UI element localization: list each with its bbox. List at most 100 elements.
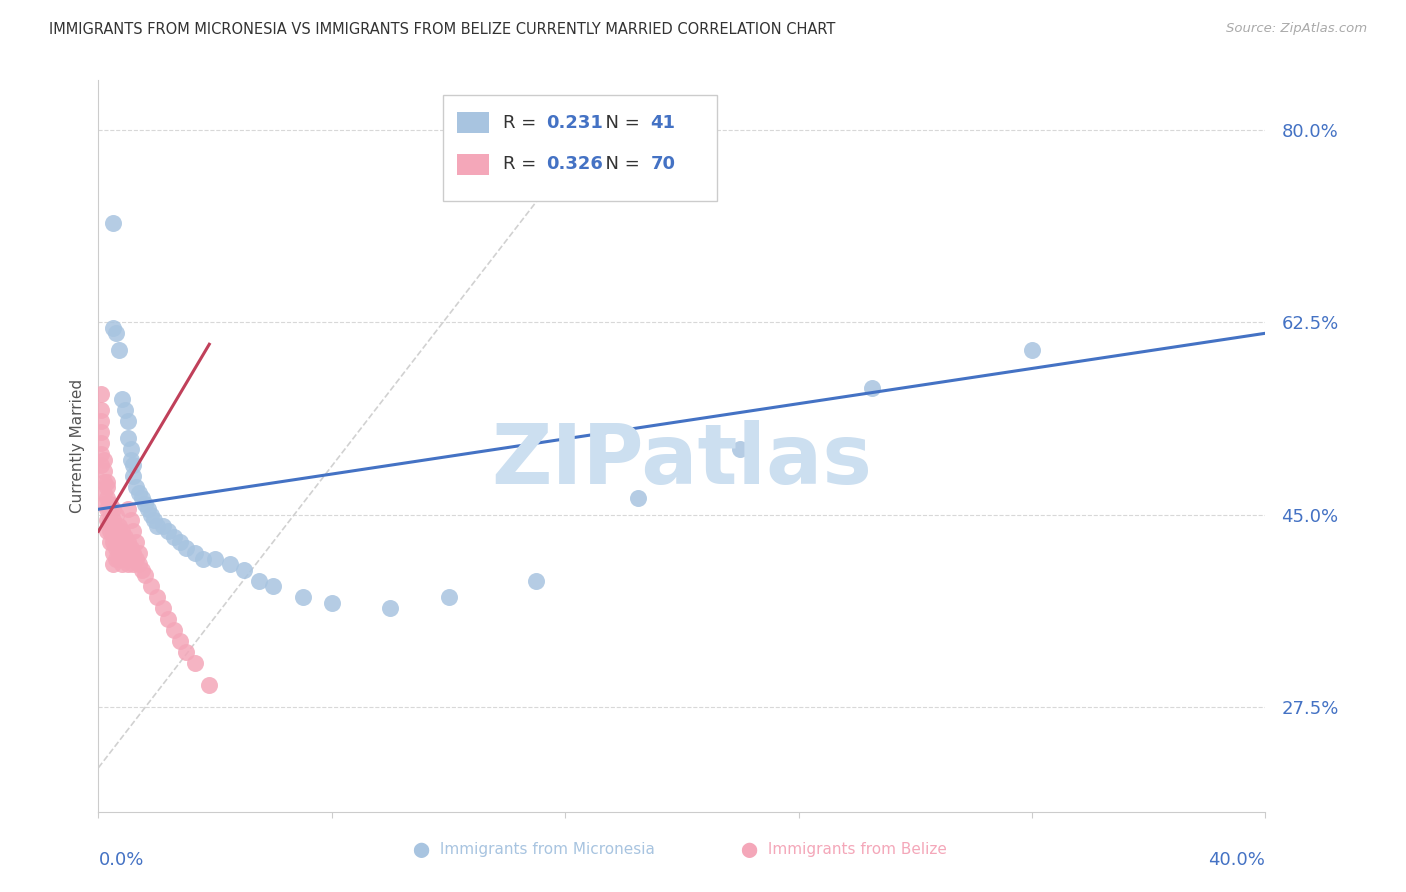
Point: [117, 535, 139, 549]
Point: [321, 596, 343, 610]
Point: [104, 518, 127, 533]
Point: [157, 612, 180, 626]
Point: [152, 601, 174, 615]
Point: [93, 497, 115, 511]
Point: [125, 551, 148, 566]
Point: [90, 386, 112, 401]
Point: [93, 475, 115, 489]
Text: Source: ZipAtlas.com: Source: ZipAtlas.com: [1226, 22, 1367, 36]
Point: [117, 546, 139, 560]
Point: [90, 458, 112, 473]
Point: [122, 458, 145, 473]
Point: [111, 546, 134, 560]
Text: 40.0%: 40.0%: [1209, 851, 1265, 869]
Point: [627, 491, 650, 506]
Point: [117, 431, 139, 445]
Point: [111, 524, 134, 539]
Point: [122, 524, 145, 539]
FancyBboxPatch shape: [443, 95, 717, 201]
Point: [120, 442, 142, 456]
Point: [101, 535, 124, 549]
Bar: [457, 112, 489, 133]
Point: [183, 546, 205, 560]
Point: [169, 634, 191, 648]
Bar: [457, 154, 489, 175]
Point: [174, 541, 197, 555]
Point: [98, 524, 121, 539]
Text: 41: 41: [651, 113, 675, 132]
Text: N =: N =: [595, 155, 645, 173]
Point: [128, 558, 150, 572]
Point: [90, 447, 112, 461]
Point: [128, 485, 150, 500]
Text: 0.326: 0.326: [547, 155, 603, 173]
Point: [108, 518, 131, 533]
Point: [104, 508, 127, 522]
Point: [183, 657, 205, 671]
Point: [111, 392, 134, 407]
Point: [98, 497, 121, 511]
Point: [131, 563, 153, 577]
Point: [117, 502, 139, 516]
Point: [96, 491, 118, 506]
Point: [122, 469, 145, 483]
Point: [204, 551, 226, 566]
Text: ⬤  Immigrants from Belize: ⬤ Immigrants from Belize: [741, 842, 946, 858]
Point: [101, 320, 124, 334]
Point: [193, 551, 215, 566]
Point: [125, 480, 148, 494]
Point: [122, 546, 145, 560]
Point: [120, 541, 142, 555]
Point: [96, 475, 118, 489]
Point: [117, 414, 139, 428]
Point: [117, 558, 139, 572]
Point: [169, 535, 191, 549]
Text: 70: 70: [651, 155, 675, 173]
Point: [101, 513, 124, 527]
Point: [1021, 343, 1043, 357]
Text: 0.231: 0.231: [547, 113, 603, 132]
Point: [114, 530, 136, 544]
Point: [120, 452, 142, 467]
Text: ZIPatlas: ZIPatlas: [492, 420, 872, 501]
Point: [131, 491, 153, 506]
Point: [96, 480, 118, 494]
Point: [524, 574, 547, 588]
Point: [125, 535, 148, 549]
Point: [98, 535, 121, 549]
Point: [90, 403, 112, 417]
Point: [128, 546, 150, 560]
Point: [104, 551, 127, 566]
Point: [90, 436, 112, 450]
Point: [104, 541, 127, 555]
Point: [114, 541, 136, 555]
Point: [101, 558, 124, 572]
Point: [108, 551, 131, 566]
Point: [134, 497, 156, 511]
Point: [152, 518, 174, 533]
Point: [108, 530, 131, 544]
Point: [114, 551, 136, 566]
Point: [98, 502, 121, 516]
Point: [218, 558, 240, 572]
Point: [142, 513, 165, 527]
Point: [262, 579, 284, 593]
Point: [157, 524, 180, 539]
Point: [163, 530, 186, 544]
Point: [93, 452, 115, 467]
Point: [860, 381, 883, 395]
Point: [96, 524, 118, 539]
Point: [96, 513, 118, 527]
Point: [437, 591, 460, 605]
Point: [120, 551, 142, 566]
Point: [120, 513, 142, 527]
Point: [146, 518, 169, 533]
Point: [101, 524, 124, 539]
Point: [247, 574, 270, 588]
Point: [111, 535, 134, 549]
Point: [104, 530, 127, 544]
Point: [163, 624, 186, 638]
Text: N =: N =: [595, 113, 645, 132]
Y-axis label: Currently Married: Currently Married: [69, 379, 84, 513]
Point: [114, 403, 136, 417]
